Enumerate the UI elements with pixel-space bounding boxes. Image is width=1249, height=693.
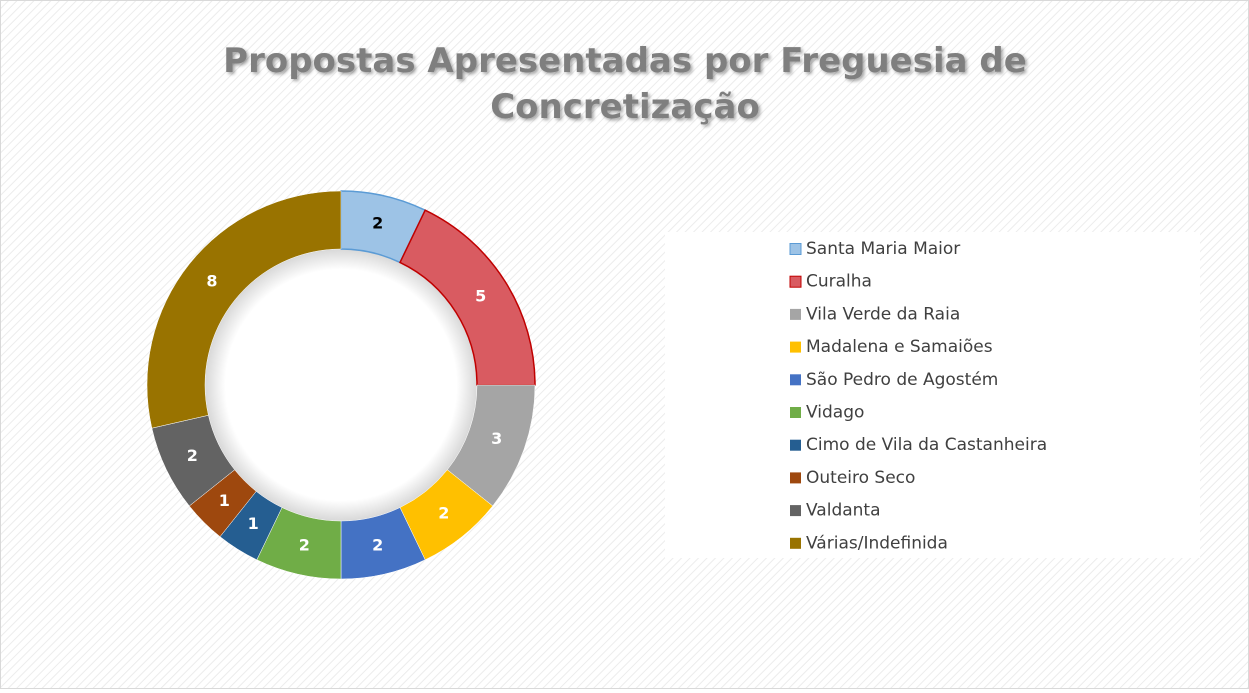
data-label: 2 (372, 214, 383, 233)
data-label: 3 (491, 429, 502, 448)
legend-label: Vidago (806, 403, 864, 423)
legend-label: Curalha (806, 272, 872, 292)
data-label: 8 (206, 272, 217, 291)
data-label: 5 (475, 287, 486, 306)
legend-label: Vila Verde da Raia (806, 304, 960, 324)
data-label: 2 (438, 504, 449, 523)
legend-label: Outeiro Seco (806, 468, 915, 488)
legend-swatch (790, 505, 801, 517)
legend-box (665, 232, 1200, 558)
legend-label: Valdanta (806, 501, 881, 521)
legend-swatch (789, 243, 802, 255)
legend-swatch (790, 472, 801, 484)
legend-swatch (790, 407, 801, 418)
legend-swatch (790, 439, 801, 451)
donut-slice (146, 190, 342, 429)
legend-label: Santa Maria Maior (806, 239, 960, 259)
legend-swatch (790, 341, 801, 353)
donut-shadow (205, 249, 477, 521)
legend-swatch (789, 275, 802, 288)
data-label: 2 (372, 535, 383, 554)
legend-swatch (790, 374, 801, 386)
data-label: 1 (248, 514, 259, 533)
legend-label: Várias/Indefinida (806, 533, 948, 553)
legend-label: São Pedro de Agostém (806, 370, 998, 390)
data-label: 2 (187, 446, 198, 465)
data-label: 1 (219, 491, 230, 510)
legend-label: Cimo de Vila da Castanheira (806, 435, 1047, 455)
legend-swatch (790, 308, 801, 320)
data-label: 2 (299, 535, 310, 554)
legend-label: Madalena e Samaiões (806, 337, 993, 357)
legend-swatch (790, 537, 801, 549)
chart-title: Propostas Apresentadas por Freguesia de C… (223, 41, 1027, 127)
